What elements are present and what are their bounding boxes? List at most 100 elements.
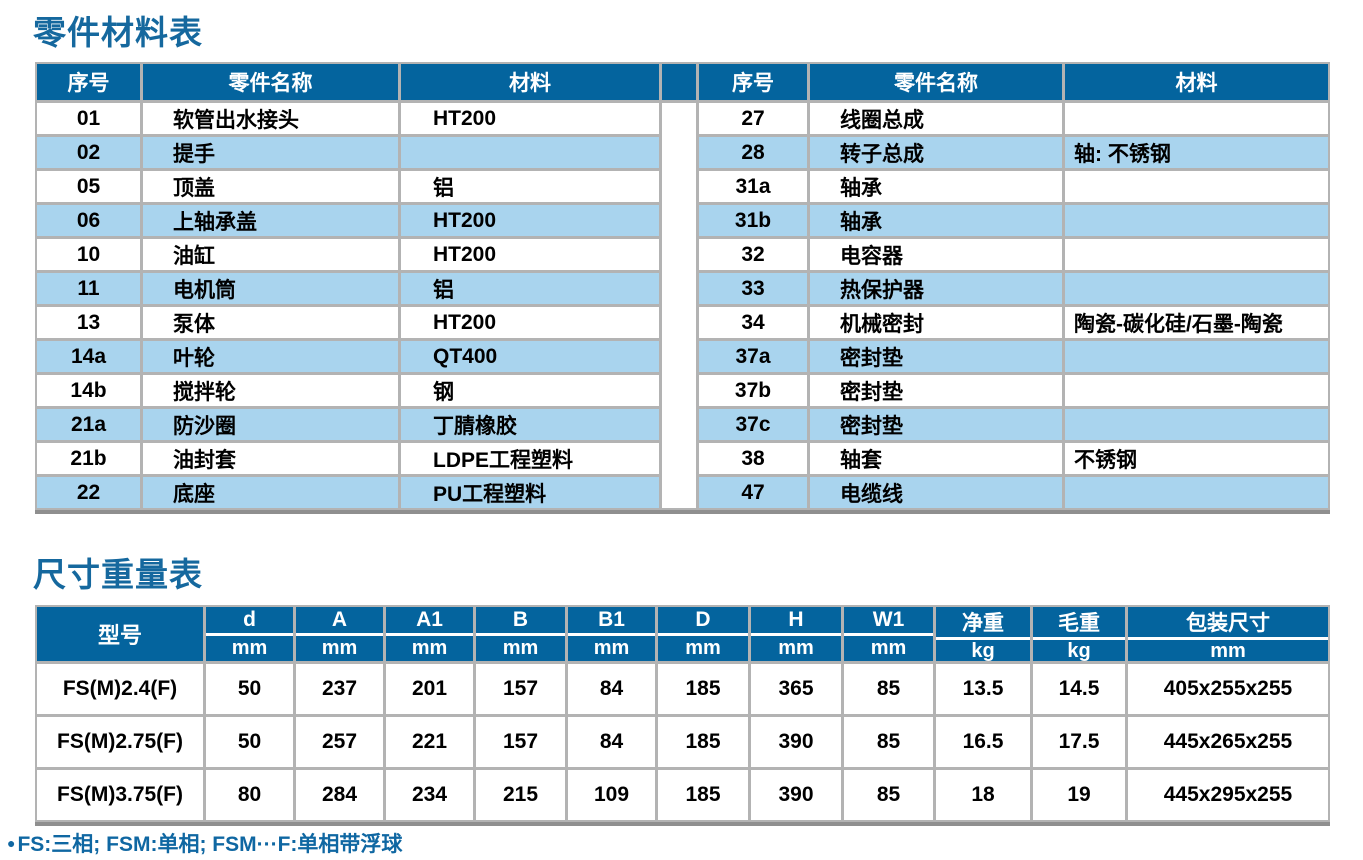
cell-material — [1065, 103, 1328, 134]
cell-serial: 01 — [37, 103, 140, 134]
cell-value: 19 — [1033, 770, 1125, 820]
cell-value: 237 — [296, 664, 383, 714]
cell-value: 185 — [658, 717, 748, 767]
cell-serial: 32 — [699, 239, 807, 270]
column-header-A1: A1 mm — [386, 607, 473, 661]
cell-value: 13.5 — [936, 664, 1030, 714]
cell-value: 157 — [476, 717, 565, 767]
cell-value: 14.5 — [1033, 664, 1125, 714]
cell-serial: 38 — [699, 443, 807, 474]
cell-material: LDPE工程塑料 — [401, 443, 659, 474]
footnote-text: FS:三相; FSM:单相; FSM···F:单相带浮球 — [17, 833, 403, 856]
column-header-B1: B1 mm — [568, 607, 655, 661]
cell-serial: 14b — [37, 375, 140, 406]
cell-serial: 28 — [699, 137, 807, 168]
cell-value: 185 — [658, 770, 748, 820]
cell-part-name: 轴承 — [810, 205, 1062, 236]
column-header-D: D mm — [658, 607, 748, 661]
cell-material — [1065, 477, 1328, 508]
parts-material-table: 序号 零件名称 材料 序号 零件名称 材料 01 软管出水接头 HT200 27… — [35, 62, 1330, 514]
cell-material: 轴: 不锈钢 — [1065, 137, 1328, 168]
cell-material: 铝 — [401, 273, 659, 304]
cell-value: 50 — [206, 717, 293, 767]
column-header-material: 材料 — [1065, 64, 1328, 100]
cell-serial: 10 — [37, 239, 140, 270]
cell-serial: 02 — [37, 137, 140, 168]
cell-part-name: 轴套 — [810, 443, 1062, 474]
cell-material: HT200 — [401, 205, 659, 236]
column-header-serial: 序号 — [37, 64, 140, 100]
cell-serial: 05 — [37, 171, 140, 202]
column-header-package-size: 包装尺寸 mm — [1128, 607, 1328, 662]
cell-material: HT200 — [401, 239, 659, 270]
column-header-net-weight: 净重 kg — [936, 607, 1030, 662]
cell-serial: 31a — [699, 171, 807, 202]
cell-value: 85 — [844, 664, 933, 714]
cell-part-name: 电容器 — [810, 239, 1062, 270]
cell-value: 84 — [568, 664, 655, 714]
cell-part-name: 顶盖 — [143, 171, 398, 202]
cell-material — [1065, 375, 1328, 406]
cell-part-name: 电缆线 — [810, 477, 1062, 508]
cell-material: HT200 — [401, 103, 659, 134]
cell-part-name: 机械密封 — [810, 307, 1062, 338]
cell-serial: 21b — [37, 443, 140, 474]
cell-value: 85 — [844, 770, 933, 820]
cell-value: 365 — [751, 664, 841, 714]
column-header-model: 型号 — [37, 607, 203, 661]
cell-serial: 37c — [699, 409, 807, 440]
cell-value: 284 — [296, 770, 383, 820]
cell-value: 390 — [751, 770, 841, 820]
cell-serial: 34 — [699, 307, 807, 338]
column-header-W1: W1 mm — [844, 607, 933, 661]
cell-part-name: 线圈总成 — [810, 103, 1062, 134]
cell-part-name: 提手 — [143, 137, 398, 168]
cell-value: 390 — [751, 717, 841, 767]
cell-value: 18 — [936, 770, 1030, 820]
cell-value: 445x295x255 — [1128, 770, 1328, 820]
cell-part-name: 轴承 — [810, 171, 1062, 202]
cell-serial: 21a — [37, 409, 140, 440]
spacer-header-cell — [662, 64, 696, 100]
cell-material — [1065, 409, 1328, 440]
cell-serial: 27 — [699, 103, 807, 134]
column-header-serial: 序号 — [699, 64, 807, 100]
cell-serial: 13 — [37, 307, 140, 338]
dimension-weight-table: 型号 d mm A mm A1 mm B mm B1 mm D mm H mm — [35, 605, 1330, 826]
cell-material — [1065, 205, 1328, 236]
cell-part-name: 密封垫 — [810, 375, 1062, 406]
column-header-H: H mm — [751, 607, 841, 661]
cell-serial: 06 — [37, 205, 140, 236]
column-header-gross-weight: 毛重 kg — [1033, 607, 1125, 662]
cell-material — [1065, 239, 1328, 270]
cell-value: 215 — [476, 770, 565, 820]
column-header-part-name: 零件名称 — [143, 64, 398, 100]
cell-serial: 33 — [699, 273, 807, 304]
bullet-icon: ● — [7, 835, 16, 851]
cell-value: 221 — [386, 717, 473, 767]
cell-value: 201 — [386, 664, 473, 714]
cell-material — [1065, 171, 1328, 202]
column-header-d: d mm — [206, 607, 293, 661]
cell-value: 257 — [296, 717, 383, 767]
column-header-A: A mm — [296, 607, 383, 661]
cell-model: FS(M)2.4(F) — [37, 664, 203, 714]
parts-table-title: 零件材料表 — [33, 14, 203, 51]
cell-part-name: 油缸 — [143, 239, 398, 270]
cell-value: 157 — [476, 664, 565, 714]
cell-part-name: 搅拌轮 — [143, 375, 398, 406]
cell-serial: 14a — [37, 341, 140, 372]
cell-material: 钢 — [401, 375, 659, 406]
cell-serial: 11 — [37, 273, 140, 304]
cell-value: 80 — [206, 770, 293, 820]
column-header-part-name: 零件名称 — [810, 64, 1062, 100]
cell-material: PU工程塑料 — [401, 477, 659, 508]
cell-value: 405x255x255 — [1128, 664, 1328, 714]
cell-part-name: 电机筒 — [143, 273, 398, 304]
cell-part-name: 密封垫 — [810, 409, 1062, 440]
cell-material — [1065, 273, 1328, 304]
cell-part-name: 底座 — [143, 477, 398, 508]
dimension-table-title: 尺寸重量表 — [33, 556, 203, 593]
cell-part-name: 油封套 — [143, 443, 398, 474]
